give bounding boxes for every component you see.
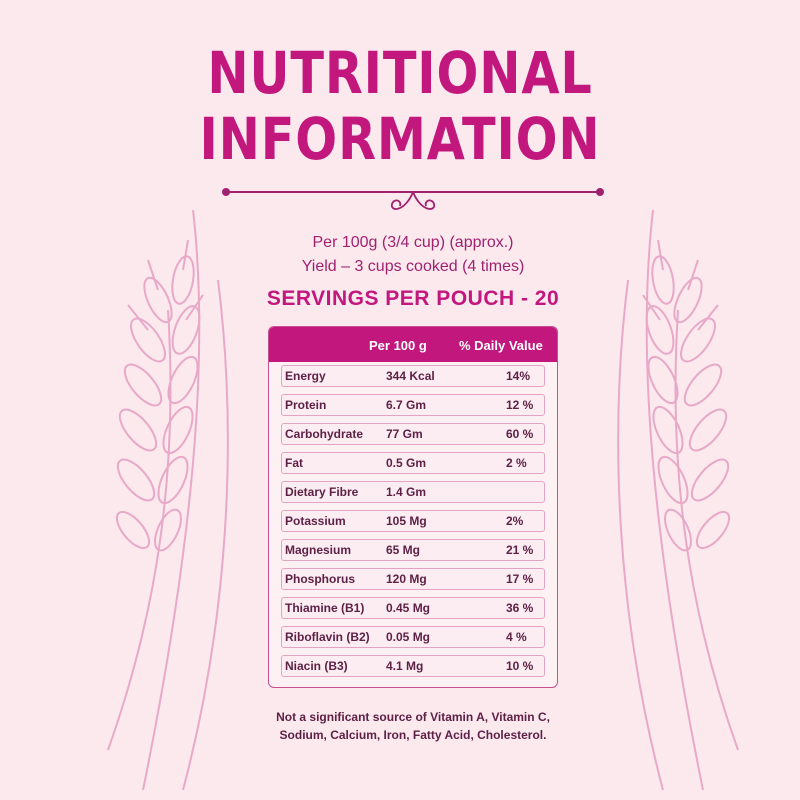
nutrient-amount: 65 Mg	[386, 543, 421, 557]
nutrient-amount: 77 Gm	[386, 427, 423, 441]
table-row: Protein 6.7 Gm 12 %	[281, 394, 545, 416]
table-row: Thiamine (B1) 0.45 Mg 36 %	[281, 597, 545, 619]
nutrient-amount: 0.45 Mg	[386, 601, 431, 615]
table-row: Energy 344 Kcal 14%	[281, 365, 545, 387]
daily-value: 36 %	[506, 601, 534, 615]
nutrient-amount: 1.4 Gm	[386, 485, 427, 499]
nutrient-amount: 0.05 Mg	[386, 630, 431, 644]
daily-value: 2%	[506, 514, 524, 528]
nutrient-name: Protein	[285, 398, 327, 412]
nutrient-amount: 4.1 Mg	[386, 659, 424, 673]
nutrient-name: Phosphorus	[285, 572, 356, 586]
nutrient-name: Thiamine (B1)	[285, 601, 365, 615]
nutrient-name: Riboflavin (B2)	[285, 630, 370, 644]
daily-value: 17 %	[506, 572, 534, 586]
row-background	[281, 539, 545, 561]
daily-value: 4 %	[506, 630, 527, 644]
header-per-100g: Per 100 g	[369, 338, 427, 353]
nutrient-amount: 120 Mg	[386, 572, 427, 586]
nutrient-name: Niacin (B3)	[285, 659, 348, 673]
row-background	[281, 568, 545, 590]
nutrition-table: Per 100 g % Daily Value Energy 344 Kcal 14…	[268, 326, 558, 688]
footnote-line-2: Sodium, Calcium, Iron, Fatty Acid, Chole…	[279, 728, 547, 742]
yield-text: Yield – 3 cups cooked (4 times)	[301, 258, 525, 275]
table-row: Riboflavin (B2) 0.05 Mg 4 %	[281, 626, 545, 648]
daily-value: 60 %	[506, 427, 534, 441]
serving-size-text: Per 100g (3/4 cup) (approx.)	[312, 234, 514, 251]
table-row: Potassium 105 Mg 2%	[281, 510, 545, 532]
table-row: Dietary Fibre 1.4 Gm	[281, 481, 545, 503]
nutrient-name: Energy	[285, 369, 326, 383]
nutrient-amount: 344 Kcal	[386, 369, 435, 383]
row-background	[281, 394, 545, 416]
row-background	[281, 655, 545, 677]
table-row: Magnesium 65 Mg 21 %	[281, 539, 545, 561]
table-row: Phosphorus 120 Mg 17 %	[281, 568, 545, 590]
nutrient-amount: 105 Mg	[386, 514, 427, 528]
daily-value: 21 %	[506, 543, 534, 557]
row-background	[281, 597, 545, 619]
table-header: Per 100 g % Daily Value	[269, 327, 557, 362]
row-background	[281, 365, 545, 387]
table-row: Carbohydrate 77 Gm 60 %	[281, 423, 545, 445]
footnote-line-1: Not a significant source of Vitamin A, V…	[276, 710, 550, 724]
row-background	[281, 626, 545, 648]
table-row: Fat 0.5 Gm 2 %	[281, 452, 545, 474]
ornament-divider-icon	[222, 188, 604, 210]
nutrient-name: Fat	[285, 456, 303, 470]
row-background	[281, 452, 545, 474]
footnote: Not a significant source of Vitamin A, V…	[260, 708, 566, 744]
row-background	[281, 423, 545, 445]
nutrient-amount: 0.5 Gm	[386, 456, 427, 470]
row-background	[281, 510, 545, 532]
nutrient-name: Carbohydrate	[285, 427, 364, 441]
daily-value: 10 %	[506, 659, 534, 673]
daily-value: 14%	[506, 369, 531, 383]
daily-value: 2 %	[506, 456, 527, 470]
wheat-illustration-right	[617, 209, 739, 790]
daily-value: 12 %	[506, 398, 534, 412]
nutrient-name: Magnesium	[285, 543, 352, 557]
header-daily-value: % Daily Value	[459, 338, 543, 353]
title-line-1: NUTRITIONAL	[207, 39, 593, 107]
nutrient-name: Dietary Fibre	[285, 485, 359, 499]
wheat-illustration-left	[107, 209, 229, 790]
nutrient-amount: 6.7 Gm	[386, 398, 427, 412]
row-background	[281, 481, 545, 503]
servings-per-pouch: SERVINGS PER POUCH - 20	[266, 287, 560, 310]
table-row: Niacin (B3) 4.1 Mg 10 %	[281, 655, 545, 677]
nutrient-name: Potassium	[285, 514, 346, 528]
title-line-2: INFORMATION	[199, 105, 601, 173]
